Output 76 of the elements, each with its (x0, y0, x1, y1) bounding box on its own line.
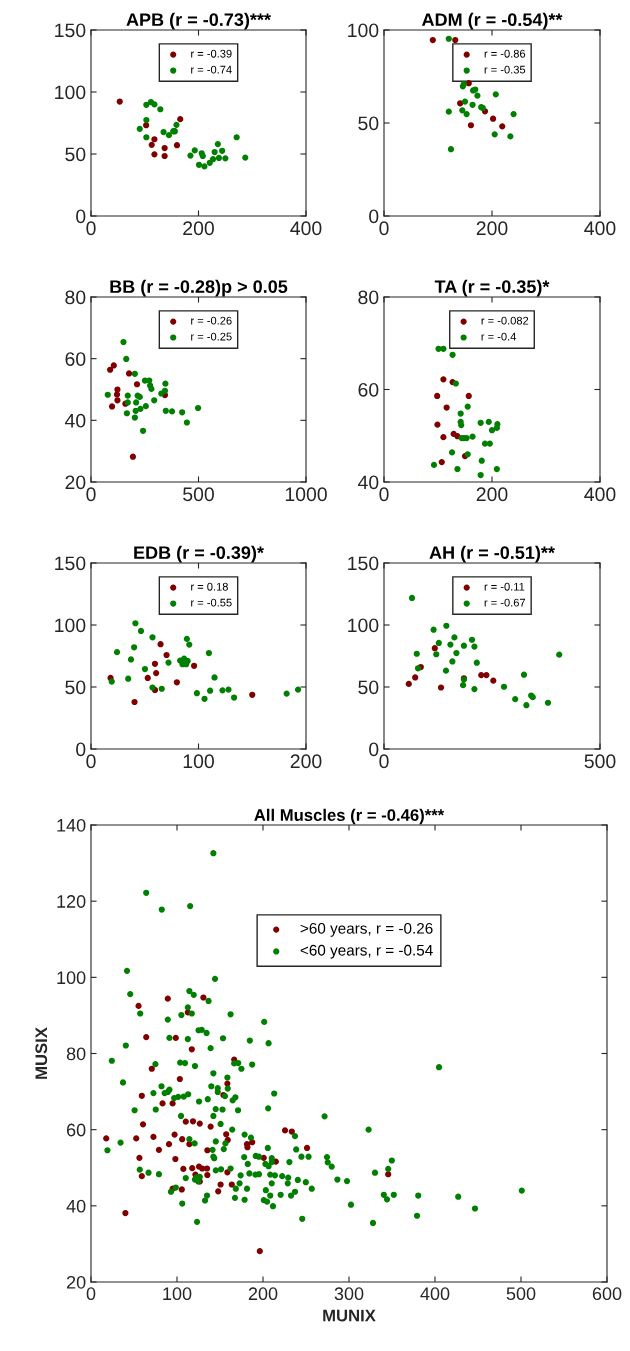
y-tick-label: 50 (358, 680, 379, 695)
y-tick-label: 150 (348, 556, 379, 571)
y-tick-label: 20 (66, 1275, 86, 1289)
x-tick-label: 200 (183, 221, 214, 236)
legend-label: r = -0.67 (484, 598, 526, 607)
x-tick-label: 0 (379, 221, 389, 236)
legend-label: r = -0.39 (191, 49, 232, 58)
legend-label: r = -0.26 (191, 316, 232, 325)
y-tick-label: 0 (76, 742, 86, 757)
y-tick-label: 50 (358, 116, 379, 131)
chart-title: EDB (r = -0.39)* (134, 545, 264, 563)
y-tick-label: 40 (357, 475, 379, 490)
y-tick-label: 100 (348, 23, 379, 38)
x-tick-label: 500 (506, 1287, 536, 1301)
legend-label: r = -0.74 (191, 65, 232, 74)
legend-label: r = -0.86 (484, 49, 526, 58)
x-tick-label: 300 (334, 1287, 364, 1301)
y-axis-title: MUSIX (35, 1027, 48, 1079)
x-tick-label: 0 (379, 487, 389, 502)
y-tick-label: 0 (76, 209, 86, 224)
chart-title: BB (r = -0.28)p > 0.05 (110, 279, 288, 297)
x-tick-label: 600 (592, 1287, 622, 1301)
y-tick-label: 80 (66, 1047, 86, 1061)
y-tick-label: 80 (358, 290, 379, 305)
y-tick-label: 80 (65, 290, 86, 305)
x-tick-label: 400 (584, 487, 616, 502)
chart-title: ADM (r = -0.54)** (421, 12, 563, 30)
legend-label: r = -0.55 (191, 598, 232, 607)
x-tick-label: 200 (248, 1287, 278, 1301)
x-tick-label: 0 (86, 487, 96, 502)
y-tick-label: 60 (66, 1123, 86, 1137)
y-tick-label: 60 (358, 382, 379, 397)
legend-label: r = -0.35 (484, 65, 526, 74)
x-tick-label: 100 (163, 1287, 192, 1301)
chart-title: APB (r = -0.73)*** (126, 12, 271, 30)
y-tick-label: 50 (65, 147, 86, 162)
x-tick-label: 400 (584, 221, 616, 236)
x-tick-label: 100 (183, 754, 214, 769)
x-tick-label: 500 (183, 487, 214, 502)
x-tick-label: 200 (290, 754, 322, 769)
x-tick-label: 0 (86, 1287, 96, 1301)
y-tick-label: 20 (65, 475, 86, 490)
x-tick-label: 200 (476, 487, 508, 502)
legend-label: r = -0.25 (191, 332, 232, 341)
x-tick-label: 0 (86, 754, 96, 769)
chart-title: AH (r = -0.51)** (429, 545, 555, 563)
legend-label: r = 0.18 (191, 582, 228, 591)
y-tick-label: 120 (57, 895, 86, 908)
legend-label: r = -0.4 (481, 332, 517, 341)
x-tick-label: 0 (379, 754, 389, 769)
x-tick-label: 400 (420, 1287, 450, 1301)
x-tick-label: 0 (86, 221, 96, 236)
legend-label: <60 years, r = -0.54 (300, 944, 433, 959)
legend-label: r = -0.082 (481, 316, 529, 325)
legend-label: >60 years, r = -0.26 (300, 922, 433, 937)
y-tick-label: 150 (55, 23, 86, 38)
x-tick-label: 200 (476, 221, 508, 236)
x-axis-title: MUNIX (323, 1309, 376, 1322)
x-tick-label: 400 (290, 221, 322, 236)
chart-title: TA (r = -0.35)* (434, 279, 550, 297)
chart-title: All Muscles (r = -0.46)*** (254, 808, 445, 825)
y-tick-label: 150 (55, 556, 86, 571)
legend-label: r = -0.11 (484, 582, 525, 591)
y-tick-label: 60 (65, 352, 86, 366)
y-tick-label: 100 (55, 618, 86, 633)
y-tick-label: 100 (55, 85, 86, 100)
y-tick-label: 40 (64, 413, 86, 428)
x-tick-label: 500 (584, 754, 616, 769)
y-tick-label: 100 (57, 971, 86, 985)
y-tick-label: 100 (348, 618, 379, 633)
y-tick-label: 140 (57, 818, 86, 832)
y-tick-label: 0 (369, 209, 379, 224)
y-tick-label: 0 (369, 742, 379, 757)
y-tick-label: 40 (66, 1199, 86, 1213)
y-tick-label: 50 (65, 680, 86, 695)
x-tick-label: 1000 (285, 487, 327, 502)
